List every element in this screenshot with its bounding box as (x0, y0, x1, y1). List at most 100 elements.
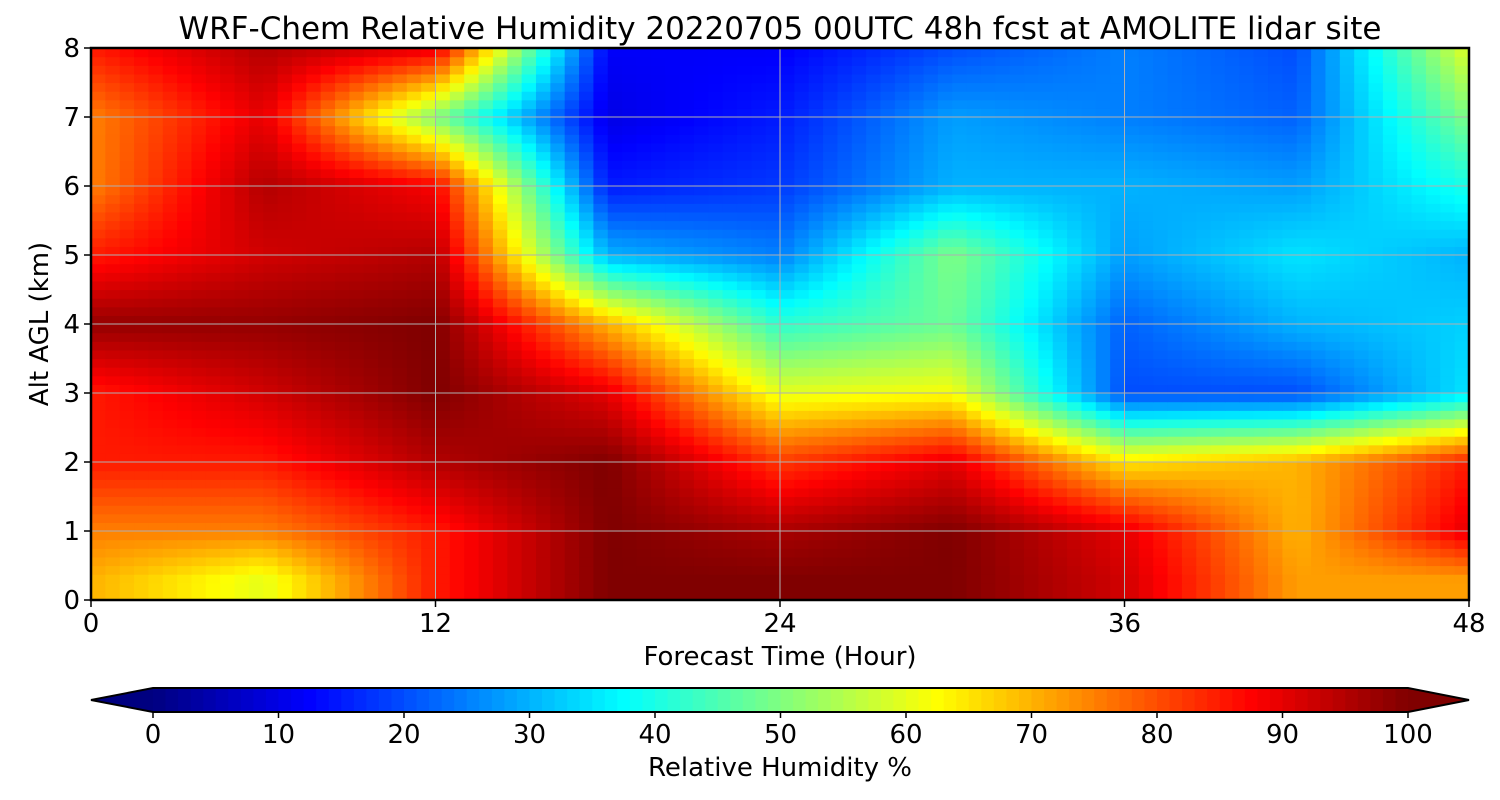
rh-field-cell (363, 272, 379, 282)
rh-field-cell (349, 315, 365, 325)
rh-field-cell (708, 289, 724, 299)
rh-field-cell (91, 332, 106, 342)
rh-field-cell (277, 574, 293, 584)
rh-field-cell (808, 556, 824, 567)
rh-field-cell (162, 298, 178, 308)
rh-field-cell (1368, 332, 1384, 342)
rh-field-cell (378, 453, 394, 463)
rh-field-cell (995, 203, 1011, 213)
rh-field-cell (909, 522, 925, 532)
rh-field-cell (91, 453, 106, 463)
rh-field-cell (952, 479, 968, 489)
rh-field-cell (205, 470, 221, 480)
rh-field-cell (937, 462, 953, 472)
rh-field-cell (966, 548, 982, 558)
rh-field-cell (665, 548, 681, 558)
rh-field-cell (636, 263, 652, 273)
rh-field-cell (693, 479, 709, 489)
rh-field-cell (880, 168, 896, 178)
rh-field-cell (1081, 367, 1097, 377)
rh-field-cell (1024, 332, 1039, 342)
rh-field-cell (1009, 237, 1025, 247)
rh-field-cell (162, 436, 178, 446)
rh-field-cell (1268, 531, 1283, 541)
rh-field-cell (1138, 505, 1154, 515)
rh-field-cell (134, 444, 150, 454)
rh-field-cell (335, 375, 350, 385)
rh-field-cell (248, 556, 264, 567)
rh-field-cell (1224, 548, 1240, 558)
rh-field-cell (1339, 177, 1355, 187)
rh-field-cell (1354, 349, 1370, 360)
rh-field-cell (679, 427, 695, 437)
rh-field-cell (191, 505, 207, 515)
rh-field-cell (478, 531, 494, 541)
rh-field-cell (1038, 367, 1054, 377)
rh-field-cell (1311, 211, 1327, 222)
rh-field-cell (1339, 151, 1355, 161)
rh-field-cell (1454, 246, 1470, 256)
rh-field-cell (1167, 462, 1183, 472)
rh-field-cell (1311, 574, 1327, 584)
rh-field-cell (593, 272, 609, 282)
rh-field-cell (191, 324, 207, 334)
rh-field-cell (650, 375, 666, 385)
rh-field-cell (1153, 410, 1169, 420)
rh-field-cell (248, 462, 264, 472)
rh-field-cell (1210, 272, 1226, 282)
rh-field-cell (1382, 177, 1398, 187)
rh-field-cell (1224, 177, 1240, 187)
rh-field-cell (937, 349, 953, 360)
rh-field-cell (248, 211, 264, 222)
rh-field-cell (823, 168, 839, 178)
rh-field-cell (1268, 522, 1283, 532)
rh-field-cell (335, 160, 350, 170)
rh-field-cell (650, 505, 666, 515)
rh-field-cell (1311, 401, 1327, 411)
rh-field-cell (1368, 556, 1384, 567)
rh-field-cell (579, 194, 594, 204)
rh-field-cell (650, 582, 666, 592)
rh-field-cell (751, 470, 767, 480)
rh-field-cell (1368, 410, 1384, 420)
rh-field-cell (363, 444, 379, 454)
rh-field-cell (1425, 229, 1441, 239)
rh-field-cell (995, 496, 1011, 506)
rh-field-cell (607, 177, 623, 187)
rh-field-cell (736, 496, 752, 506)
rh-field-cell (263, 324, 279, 334)
rh-field-cell (937, 237, 953, 247)
rh-field-cell (320, 427, 336, 437)
rh-field-cell (1325, 487, 1341, 498)
rh-field-cell (162, 574, 178, 584)
rh-field-cell (1196, 513, 1212, 523)
rh-field-cell (1210, 470, 1226, 480)
rh-field-cell (1024, 513, 1039, 523)
rh-field-cell (177, 289, 193, 299)
rh-field-cell (1325, 513, 1341, 523)
rh-field-cell (421, 531, 437, 541)
rh-field-cell (823, 220, 839, 230)
rh-field-cell (736, 487, 752, 498)
rh-field-cell (464, 565, 480, 575)
rh-field-cell (91, 462, 106, 472)
rh-field-cell (492, 220, 508, 230)
rh-field-cell (923, 349, 939, 360)
rh-field-cell (693, 168, 709, 178)
rh-field-cell (966, 565, 982, 575)
rh-field-cell (105, 591, 121, 601)
rh-field-cell (722, 384, 738, 394)
rh-field-cell (478, 203, 494, 213)
rh-field-cell (277, 280, 293, 291)
rh-field-cell (91, 393, 106, 403)
rh-field-cell (277, 220, 293, 230)
rh-field-cell (1024, 246, 1039, 256)
rh-field-cell (162, 531, 178, 541)
rh-field-cell (1153, 556, 1169, 567)
rh-field-cell (722, 203, 738, 213)
rh-field-cell (1268, 487, 1283, 498)
rh-field-cell (1024, 582, 1039, 592)
rh-field-cell (406, 220, 422, 230)
rh-field-cell (363, 186, 379, 196)
rh-field-cell (765, 186, 781, 196)
